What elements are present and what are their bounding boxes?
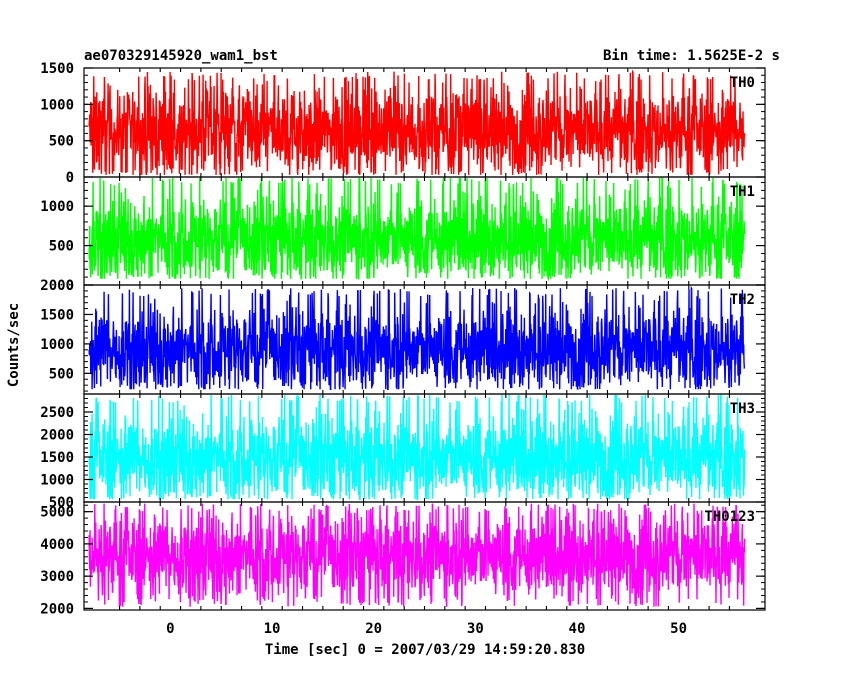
panel-th0: 0 500 1000 1500 TH0 xyxy=(40,61,766,186)
panel-label-th2: TH2 xyxy=(730,292,755,308)
series-line-th1 xyxy=(88,177,746,282)
y-tick-label: 500 xyxy=(49,134,74,150)
bin-time-label: Bin time: 1.5625E-2 s xyxy=(603,48,780,64)
y-tick-label: 1000 xyxy=(40,97,74,113)
chart-title: ae070329145920_wam1_bst xyxy=(84,48,278,64)
y-tick-label: 500 xyxy=(49,366,74,382)
y-tick-label: 1500 xyxy=(40,307,74,323)
y-tick-label: 1000 xyxy=(40,337,74,353)
x-tick-label: 40 xyxy=(569,621,586,637)
panel-th0123: 2000 3000 4000 5000 TH0123 xyxy=(40,501,766,617)
panel-label-th0: TH0 xyxy=(730,75,755,91)
x-tick-label: 50 xyxy=(670,621,687,637)
x-tick-label: 30 xyxy=(467,621,484,637)
y-tick-label: 0 xyxy=(66,278,74,294)
y-tick-label: 500 xyxy=(49,495,74,511)
y-tick-label: 4000 xyxy=(40,537,74,553)
y-tick-label: 1500 xyxy=(40,450,74,466)
series-line-th2 xyxy=(88,285,746,391)
panel-label-th1: TH1 xyxy=(730,184,755,200)
panel-label-th3: TH3 xyxy=(730,401,755,417)
x-tick-label: 20 xyxy=(365,621,382,637)
y-tick-label: 1000 xyxy=(40,199,74,215)
y-tick-label: 2000 xyxy=(40,278,74,294)
x-tick-label: 10 xyxy=(264,621,281,637)
series-line-th0 xyxy=(88,69,746,176)
series-line-th3 xyxy=(88,394,746,500)
panel-th3: 500 1000 1500 2000 2500 TH3 xyxy=(40,393,766,511)
panel-label-th0123: TH0123 xyxy=(704,509,755,525)
y-tick-label: 2500 xyxy=(40,405,74,421)
x-tick-label: 0 xyxy=(166,621,174,637)
y-tick-label: 2000 xyxy=(40,601,74,617)
panels-group: 0 500 1000 1500 TH0 0 500 1000 TH1 500 1000 1500 200… xyxy=(40,61,766,617)
panel-th1: 0 500 1000 TH1 xyxy=(40,176,766,294)
y-tick-label: 500 xyxy=(49,239,74,255)
x-axis: 0 10 20 30 40 50 xyxy=(166,621,687,637)
x-axis-label: Time [sec] 0 = 2007/03/29 14:59:20.830 xyxy=(265,642,585,658)
series-line-th0123 xyxy=(88,503,746,607)
y-tick-label: 5000 xyxy=(40,505,74,521)
y-tick-label: 0 xyxy=(66,170,74,186)
y-tick-label: 3000 xyxy=(40,569,74,585)
panel-th2: 500 1000 1500 2000 TH2 xyxy=(40,278,766,395)
y-axis-label: Counts/sec xyxy=(6,303,22,387)
y-tick-label: 1000 xyxy=(40,473,74,489)
y-tick-label: 2000 xyxy=(40,428,74,444)
y-tick-label: 1500 xyxy=(40,61,74,77)
